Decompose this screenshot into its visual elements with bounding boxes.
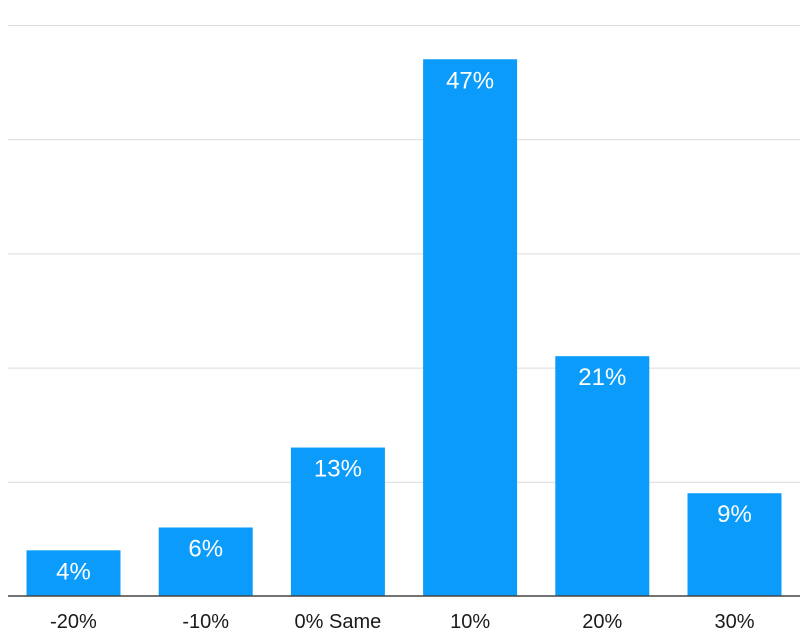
bar-value-label: 47% — [446, 67, 494, 94]
bar — [290, 447, 385, 596]
bar — [687, 493, 782, 596]
x-tick-label: 0% Same — [295, 611, 382, 633]
x-tick-label: 10% — [450, 611, 490, 633]
x-axis-tick-labels: -20% -10% 0% Same 10% 20% 30% — [50, 611, 755, 633]
bar — [423, 59, 518, 596]
grid-lines — [8, 25, 800, 483]
bar-value-label: 6% — [188, 535, 223, 562]
bars: 4% 6% 13% 47% 21% 9% — [26, 59, 782, 596]
bar-value-label: 4% — [56, 558, 91, 585]
x-tick-label: -10% — [182, 611, 229, 633]
bar-value-label: 9% — [717, 501, 752, 528]
x-tick-label: 30% — [714, 611, 754, 633]
x-tick-label: -20% — [50, 611, 97, 633]
bar — [26, 550, 121, 596]
bar — [158, 527, 253, 596]
bar-value-label: 21% — [578, 364, 626, 391]
bar — [555, 356, 650, 596]
x-tick-label: 20% — [582, 611, 622, 633]
bar-value-label: 13% — [314, 456, 362, 483]
